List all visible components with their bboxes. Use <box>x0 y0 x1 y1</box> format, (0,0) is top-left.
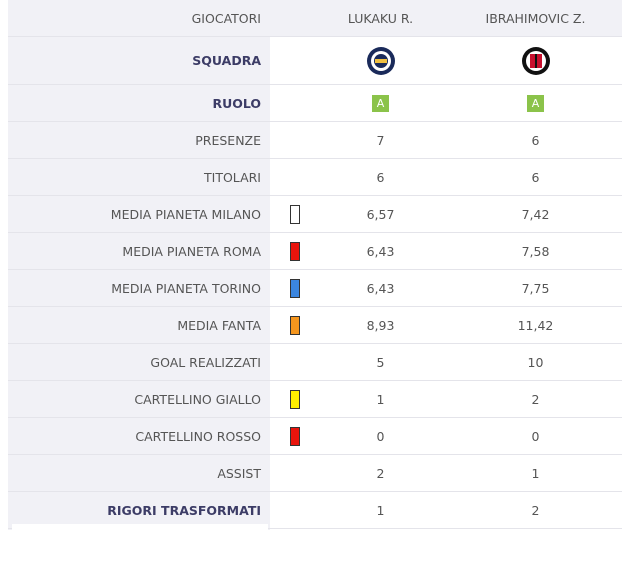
stat-value: 6 <box>531 132 540 148</box>
stat-value: 2 <box>376 465 385 481</box>
team-row: SQUADRA <box>8 37 622 85</box>
color-swatch <box>290 205 300 224</box>
row-label: ASSIST <box>217 465 261 481</box>
player-name: LUKAKU R. <box>347 10 414 26</box>
row-label: GOAL REALIZZATI <box>150 354 261 370</box>
stat-row: MEDIA FANTA 8,93 11,42 <box>8 307 622 344</box>
stat-row: CARTELLINO GIALLO 1 2 <box>8 381 622 418</box>
stat-value: 7,42 <box>521 206 550 222</box>
stat-value: 1 <box>376 391 385 407</box>
stat-row: TITOLARI 6 6 <box>8 159 622 196</box>
milan-logo <box>521 46 550 75</box>
role-cell: A <box>308 85 453 121</box>
stat-value: 0 <box>376 428 385 444</box>
row-label: TITOLARI <box>204 169 261 185</box>
stat-row: GOAL REALIZZATI 5 10 <box>8 344 622 381</box>
header-bg <box>8 0 622 37</box>
role-badge: A <box>372 94 389 112</box>
role-row: RUOLO A A <box>8 85 622 122</box>
stat-value: 5 <box>376 354 385 370</box>
color-swatch <box>290 427 300 446</box>
team-logo <box>463 37 608 84</box>
header-row: GIOCATORI LUKAKU R. IBRAHIMOVIC Z. <box>8 0 622 37</box>
row-label: MEDIA PIANETA MILANO <box>110 206 261 222</box>
role-badge: A <box>527 94 544 112</box>
row-label: PRESENZE <box>195 132 261 148</box>
stat-value: 2 <box>531 502 540 518</box>
stat-value: 6,43 <box>366 280 395 296</box>
stat-value: 6,43 <box>366 243 395 259</box>
row-label: MEDIA FANTA <box>177 317 261 333</box>
row-label: CARTELLINO ROSSO <box>135 428 261 444</box>
stat-row: MEDIA PIANETA MILANO 6,57 7,42 <box>8 196 622 233</box>
inter-logo <box>366 46 395 75</box>
stat-row: PRESENZE 7 6 <box>8 122 622 159</box>
role-cell: A <box>463 85 608 121</box>
blank-box <box>12 524 268 560</box>
row-label: MEDIA PIANETA ROMA <box>122 243 261 259</box>
stat-value: 6,57 <box>366 206 395 222</box>
stat-value: 8,93 <box>366 317 395 333</box>
row-label: CARTELLINO GIALLO <box>134 391 261 407</box>
stat-value: 10 <box>527 354 544 370</box>
header-label: GIOCATORI <box>191 10 261 26</box>
stat-value: 2 <box>531 391 540 407</box>
label-column-bg <box>8 0 270 530</box>
stat-value: 7,75 <box>521 280 550 296</box>
stat-value: 11,42 <box>517 317 554 333</box>
stat-row: RIGORI TRASFORMATI 1 2 <box>8 492 622 529</box>
color-swatch <box>290 316 300 335</box>
stat-value: 7 <box>376 132 385 148</box>
player-name: IBRAHIMOVIC Z. <box>485 10 586 26</box>
stat-value: 7,58 <box>521 243 550 259</box>
stat-value: 1 <box>531 465 540 481</box>
color-swatch <box>290 390 300 409</box>
row-label: RUOLO <box>212 95 261 111</box>
stat-row: ASSIST 2 1 <box>8 455 622 492</box>
stat-row: CARTELLINO ROSSO 0 0 <box>8 418 622 455</box>
stat-row: MEDIA PIANETA TORINO 6,43 7,75 <box>8 270 622 307</box>
stat-value: 0 <box>531 428 540 444</box>
stat-value: 6 <box>531 169 540 185</box>
row-label: RIGORI TRASFORMATI <box>107 502 261 518</box>
row-label: SQUADRA <box>192 53 261 68</box>
color-swatch <box>290 279 300 298</box>
color-swatch <box>290 242 300 261</box>
stat-value: 1 <box>376 502 385 518</box>
stat-row: MEDIA PIANETA ROMA 6,43 7,58 <box>8 233 622 270</box>
team-logo <box>308 37 453 84</box>
row-label: MEDIA PIANETA TORINO <box>111 280 261 296</box>
stat-value: 6 <box>376 169 385 185</box>
